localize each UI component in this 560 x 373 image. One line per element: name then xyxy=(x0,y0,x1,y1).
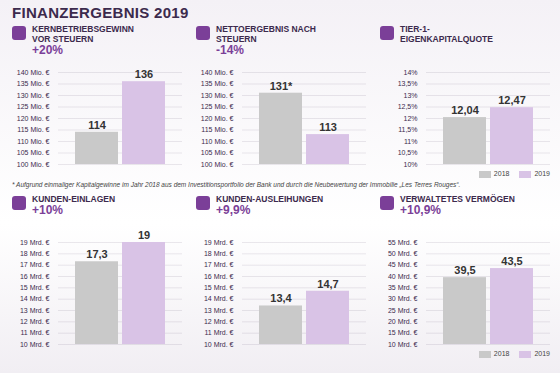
svg-text:10,5%: 10,5% xyxy=(398,149,418,156)
html-text:FINANZERGEBNIS 2019: FINANZERGEBNIS 2019 xyxy=(12,4,189,21)
html-text:+20%: +20% xyxy=(32,43,63,57)
html-text:NETTOERGEBNIS NACH STEUERN: NETTOERGEBNIS NACH STEUERN xyxy=(216,24,316,44)
svg-text:120 Mio. €: 120 Mio. € xyxy=(17,115,50,122)
svg-text:12,04: 12,04 xyxy=(451,104,479,116)
svg-text:100 Mio. €: 100 Mio. € xyxy=(17,161,50,168)
svg-text:14 Mrd. €: 14 Mrd. € xyxy=(204,295,234,302)
html-text:+9,9%: +9,9% xyxy=(216,203,251,217)
html-text:+10,9%: +10,9% xyxy=(400,203,441,217)
svg-text:43,5: 43,5 xyxy=(501,255,522,267)
svg-text:11%: 11% xyxy=(404,138,418,145)
svg-text:120 Mio. €: 120 Mio. € xyxy=(201,115,234,122)
svg-text:10 Mrd. €: 10 Mrd. € xyxy=(388,341,418,348)
svg-text:17 Mrd. €: 17 Mrd. € xyxy=(204,261,234,268)
svg-text:130 Mio. €: 130 Mio. € xyxy=(17,92,50,99)
svg-text:16 Mrd. €: 16 Mrd. € xyxy=(20,273,50,280)
svg-text:13%: 13% xyxy=(403,92,417,99)
svg-text:11,5%: 11,5% xyxy=(398,126,417,133)
svg-text:140 Mio. €: 140 Mio. € xyxy=(201,69,234,76)
svg-text:17 Mrd. €: 17 Mrd. € xyxy=(20,261,50,268)
svg-text:17,3: 17,3 xyxy=(86,248,107,260)
svg-text:18 Mrd. €: 18 Mrd. € xyxy=(20,250,50,257)
svg-text:35 Mrd. €: 35 Mrd. € xyxy=(388,284,418,291)
svg-text:12 Mrd. €: 12 Mrd. € xyxy=(20,318,50,325)
svg-text:10 Mrd. €: 10 Mrd. € xyxy=(204,341,234,348)
svg-text:14,7: 14,7 xyxy=(317,278,338,290)
svg-text:50 Mrd. €: 50 Mrd. € xyxy=(388,250,418,257)
html-text:2018: 2018 xyxy=(493,170,510,178)
svg-text:130 Mio. €: 130 Mio. € xyxy=(201,92,234,99)
svg-text:105 Mio. €: 105 Mio. € xyxy=(17,149,50,156)
html-text:VERWALTETES VERMÖGEN: VERWALTETES VERMÖGEN xyxy=(400,194,515,204)
svg-text:13,4: 13,4 xyxy=(270,292,292,304)
svg-text:13 Mrd. €: 13 Mrd. € xyxy=(204,307,234,314)
svg-text:19 Mrd. €: 19 Mrd. € xyxy=(204,239,234,246)
svg-text:55 Mrd. €: 55 Mrd. € xyxy=(388,239,418,246)
html-text:KUNDEN-EINLAGEN: KUNDEN-EINLAGEN xyxy=(32,194,116,204)
svg-text:125 Mio. €: 125 Mio. € xyxy=(17,103,50,110)
svg-text:110 Mio. €: 110 Mio. € xyxy=(201,138,233,145)
svg-text:135 Mio. €: 135 Mio. € xyxy=(201,80,234,87)
html-text:+10%: +10% xyxy=(32,203,63,217)
svg-text:140 Mio. €: 140 Mio. € xyxy=(17,69,50,76)
svg-text:100 Mio. €: 100 Mio. € xyxy=(201,161,234,168)
svg-text:45 Mrd. €: 45 Mrd. € xyxy=(388,261,418,268)
svg-text:11 Mrd. €: 11 Mrd. € xyxy=(204,329,233,336)
html-text:KERNBETRIEBSGEWINN VOR STEUERN: KERNBETRIEBSGEWINN VOR STEUERN xyxy=(32,24,134,44)
svg-text:15 Mrd. €: 15 Mrd. € xyxy=(204,284,234,291)
svg-text:20 Mrd. €: 20 Mrd. € xyxy=(388,318,418,325)
svg-text:114: 114 xyxy=(88,119,107,131)
svg-text:14 Mrd. €: 14 Mrd. € xyxy=(20,295,50,302)
svg-text:10 Mrd. €: 10 Mrd. € xyxy=(20,341,50,348)
svg-text:16 Mrd. €: 16 Mrd. € xyxy=(204,273,234,280)
svg-text:12,5%: 12,5% xyxy=(398,103,418,110)
svg-text:15 Mrd. €: 15 Mrd. € xyxy=(388,329,418,336)
svg-text:131*: 131* xyxy=(270,80,293,92)
svg-text:30 Mrd. €: 30 Mrd. € xyxy=(388,295,418,302)
html-text:-14%: -14% xyxy=(216,43,244,57)
svg-text:12,47: 12,47 xyxy=(498,94,526,106)
svg-text:135 Mio. €: 135 Mio. € xyxy=(17,80,50,87)
svg-text:13,5%: 13,5% xyxy=(398,80,418,87)
html-text:TIER-1-EIGENKAPITALQUOTE: TIER-1-EIGENKAPITALQUOTE xyxy=(400,24,493,44)
html-text:KUNDEN-AUSLEIHUNGEN: KUNDEN-AUSLEIHUNGEN xyxy=(216,194,324,204)
svg-text:39,5: 39,5 xyxy=(454,264,475,276)
svg-text:11 Mrd. €: 11 Mrd. € xyxy=(20,329,49,336)
svg-text:113: 113 xyxy=(319,121,337,133)
html-text:* Aufgrund einmaliger Kapitalg: * Aufgrund einmaliger Kapitalgewinne im … xyxy=(12,181,461,188)
svg-text:14%: 14% xyxy=(403,69,417,76)
svg-text:12 Mrd. €: 12 Mrd. € xyxy=(204,318,234,325)
svg-text:40 Mrd. €: 40 Mrd. € xyxy=(388,273,418,280)
svg-text:12%: 12% xyxy=(403,115,417,122)
svg-text:115 Mio. €: 115 Mio. € xyxy=(17,126,49,133)
html-text:2019: 2019 xyxy=(534,170,550,178)
svg-text:15 Mrd. €: 15 Mrd. € xyxy=(20,284,50,291)
html-text:2018: 2018 xyxy=(493,350,510,358)
svg-text:110 Mio. €: 110 Mio. € xyxy=(17,138,49,145)
svg-text:25 Mrd. €: 25 Mrd. € xyxy=(388,307,418,314)
svg-text:105 Mio. €: 105 Mio. € xyxy=(201,149,234,156)
svg-text:13 Mrd. €: 13 Mrd. € xyxy=(20,307,50,314)
svg-text:125 Mio. €: 125 Mio. € xyxy=(201,103,234,110)
html-text:2019: 2019 xyxy=(534,350,550,358)
svg-text:115 Mio. €: 115 Mio. € xyxy=(201,126,233,133)
svg-text:18 Mrd. €: 18 Mrd. € xyxy=(204,250,234,257)
svg-text:136: 136 xyxy=(135,68,153,80)
svg-text:10%: 10% xyxy=(403,161,417,168)
svg-text:19 Mrd. €: 19 Mrd. € xyxy=(20,239,50,246)
svg-text:19: 19 xyxy=(138,229,150,241)
